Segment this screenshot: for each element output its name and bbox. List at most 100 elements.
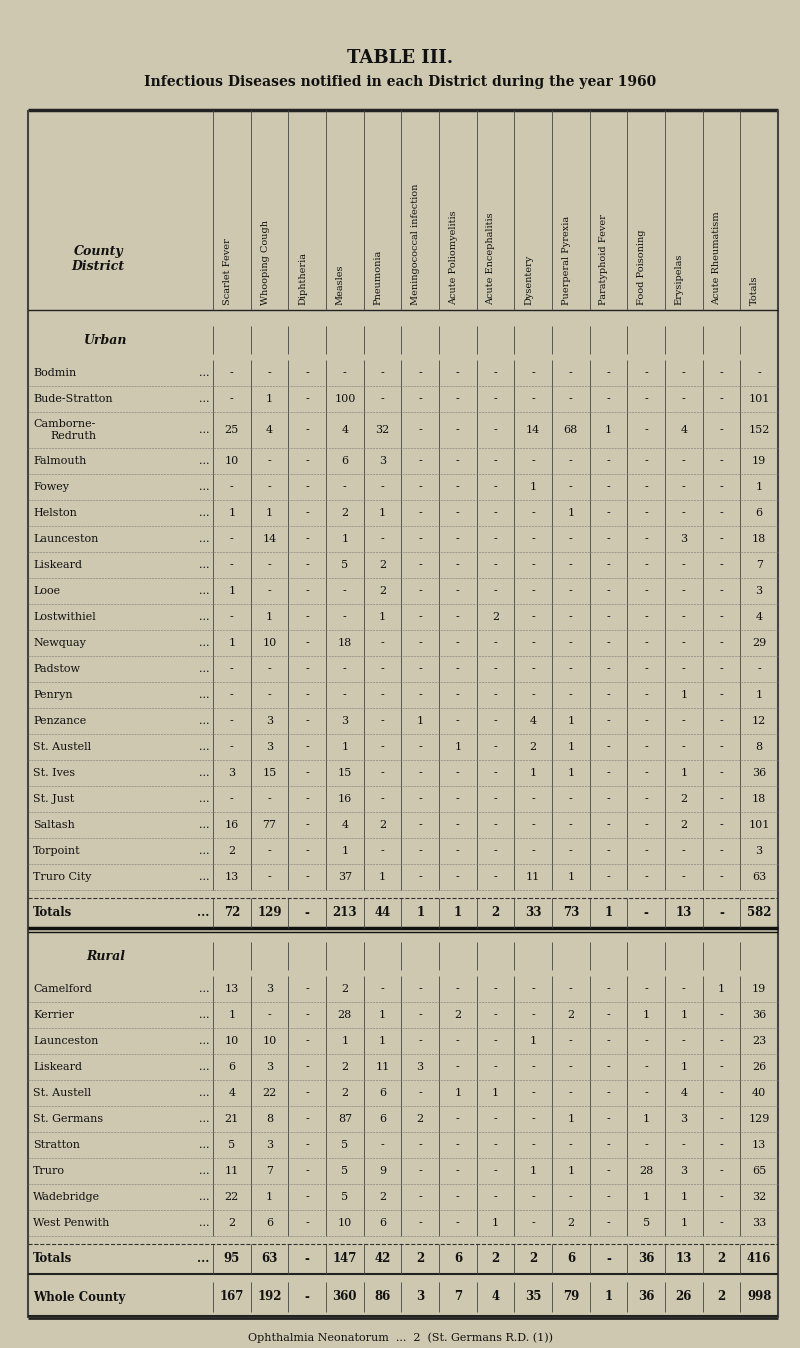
Text: -: -: [531, 665, 535, 674]
Text: 213: 213: [333, 906, 357, 919]
Text: 1: 1: [379, 508, 386, 518]
Text: -: -: [418, 534, 422, 545]
Text: 6: 6: [379, 1088, 386, 1099]
Text: -: -: [381, 690, 384, 700]
Text: -: -: [268, 456, 271, 466]
Text: -: -: [682, 508, 686, 518]
Text: -: -: [456, 1113, 460, 1124]
Text: 6: 6: [342, 456, 348, 466]
Text: Whooping Cough: Whooping Cough: [261, 220, 270, 305]
Text: -: -: [606, 394, 610, 404]
Text: -: -: [418, 638, 422, 648]
Text: 32: 32: [752, 1192, 766, 1202]
Text: -: -: [418, 1010, 422, 1020]
Text: -: -: [644, 638, 648, 648]
Text: 42: 42: [374, 1252, 390, 1266]
Text: -: -: [381, 741, 384, 752]
Text: -: -: [682, 847, 686, 856]
Text: -: -: [306, 794, 309, 803]
Text: 5: 5: [228, 1140, 235, 1150]
Text: -: -: [418, 425, 422, 435]
Text: -: -: [456, 820, 460, 830]
Text: 3: 3: [266, 741, 273, 752]
Text: 1: 1: [605, 425, 612, 435]
Text: 4: 4: [680, 425, 687, 435]
Text: -: -: [418, 1219, 422, 1228]
Text: 1: 1: [530, 1166, 537, 1175]
Text: -: -: [720, 1113, 723, 1124]
Text: 13: 13: [676, 906, 692, 919]
Text: 36: 36: [638, 1290, 654, 1304]
Text: -: -: [494, 984, 498, 993]
Text: 1: 1: [680, 1062, 687, 1072]
Text: -: -: [569, 586, 573, 596]
Text: -: -: [720, 534, 723, 545]
Text: ...: ...: [198, 508, 209, 518]
Text: Whole County: Whole County: [33, 1290, 126, 1304]
Text: -: -: [230, 394, 234, 404]
Text: -: -: [682, 716, 686, 727]
Text: 2: 2: [567, 1219, 574, 1228]
Text: 14: 14: [262, 534, 277, 545]
Text: Truro: Truro: [33, 1166, 65, 1175]
Text: 2: 2: [379, 820, 386, 830]
Text: -: -: [494, 1062, 498, 1072]
Text: -: -: [719, 906, 724, 919]
Text: Meningococcal infection: Meningococcal infection: [411, 183, 420, 305]
Text: -: -: [720, 1192, 723, 1202]
Text: -: -: [606, 483, 610, 492]
Text: -: -: [569, 534, 573, 545]
Text: ...: ...: [198, 1166, 209, 1175]
Text: 1: 1: [266, 394, 273, 404]
Text: 15: 15: [262, 768, 277, 778]
Text: Redruth: Redruth: [50, 431, 96, 441]
Text: -: -: [720, 1166, 723, 1175]
Text: -: -: [494, 872, 498, 882]
Text: -: -: [306, 847, 309, 856]
Text: Padstow: Padstow: [33, 665, 80, 674]
Text: 1: 1: [416, 906, 424, 919]
Text: -: -: [456, 368, 460, 377]
Text: 2: 2: [379, 559, 386, 570]
Text: -: -: [343, 586, 346, 596]
Text: Ophthalmia Neonatorum  ...  2  (St. Germans R.D. (1)): Ophthalmia Neonatorum ... 2 (St. Germans…: [247, 1333, 553, 1343]
Text: -: -: [418, 984, 422, 993]
Text: 5: 5: [342, 559, 348, 570]
Text: 1: 1: [567, 872, 574, 882]
Text: -: -: [381, 794, 384, 803]
Text: -: -: [306, 1219, 309, 1228]
Text: -: -: [306, 872, 309, 882]
Text: 1: 1: [605, 1290, 613, 1304]
Text: -: -: [720, 508, 723, 518]
Text: ...: ...: [198, 456, 209, 466]
Text: Launceston: Launceston: [33, 534, 98, 545]
Text: 16: 16: [338, 794, 352, 803]
Text: 36: 36: [638, 1252, 654, 1266]
Text: -: -: [418, 1166, 422, 1175]
Text: -: -: [720, 612, 723, 621]
Text: -: -: [644, 716, 648, 727]
Text: 4: 4: [342, 425, 348, 435]
Text: ...: ...: [198, 690, 209, 700]
Text: ...: ...: [198, 425, 209, 435]
Text: -: -: [531, 534, 535, 545]
Text: -: -: [531, 612, 535, 621]
Text: -: -: [720, 559, 723, 570]
Text: 44: 44: [374, 906, 390, 919]
Text: -: -: [418, 847, 422, 856]
Text: 1: 1: [454, 906, 462, 919]
Text: -: -: [381, 768, 384, 778]
Text: 10: 10: [225, 1037, 239, 1046]
Text: -: -: [456, 847, 460, 856]
Text: -: -: [306, 1088, 309, 1099]
Text: 1: 1: [530, 768, 537, 778]
Text: -: -: [494, 716, 498, 727]
Text: District: District: [72, 260, 125, 272]
Text: -: -: [418, 665, 422, 674]
Text: -: -: [606, 847, 610, 856]
Text: -: -: [306, 368, 309, 377]
Text: ...: ...: [198, 847, 209, 856]
Text: 6: 6: [379, 1219, 386, 1228]
Text: -: -: [644, 586, 648, 596]
Text: Lostwithiel: Lostwithiel: [33, 612, 96, 621]
